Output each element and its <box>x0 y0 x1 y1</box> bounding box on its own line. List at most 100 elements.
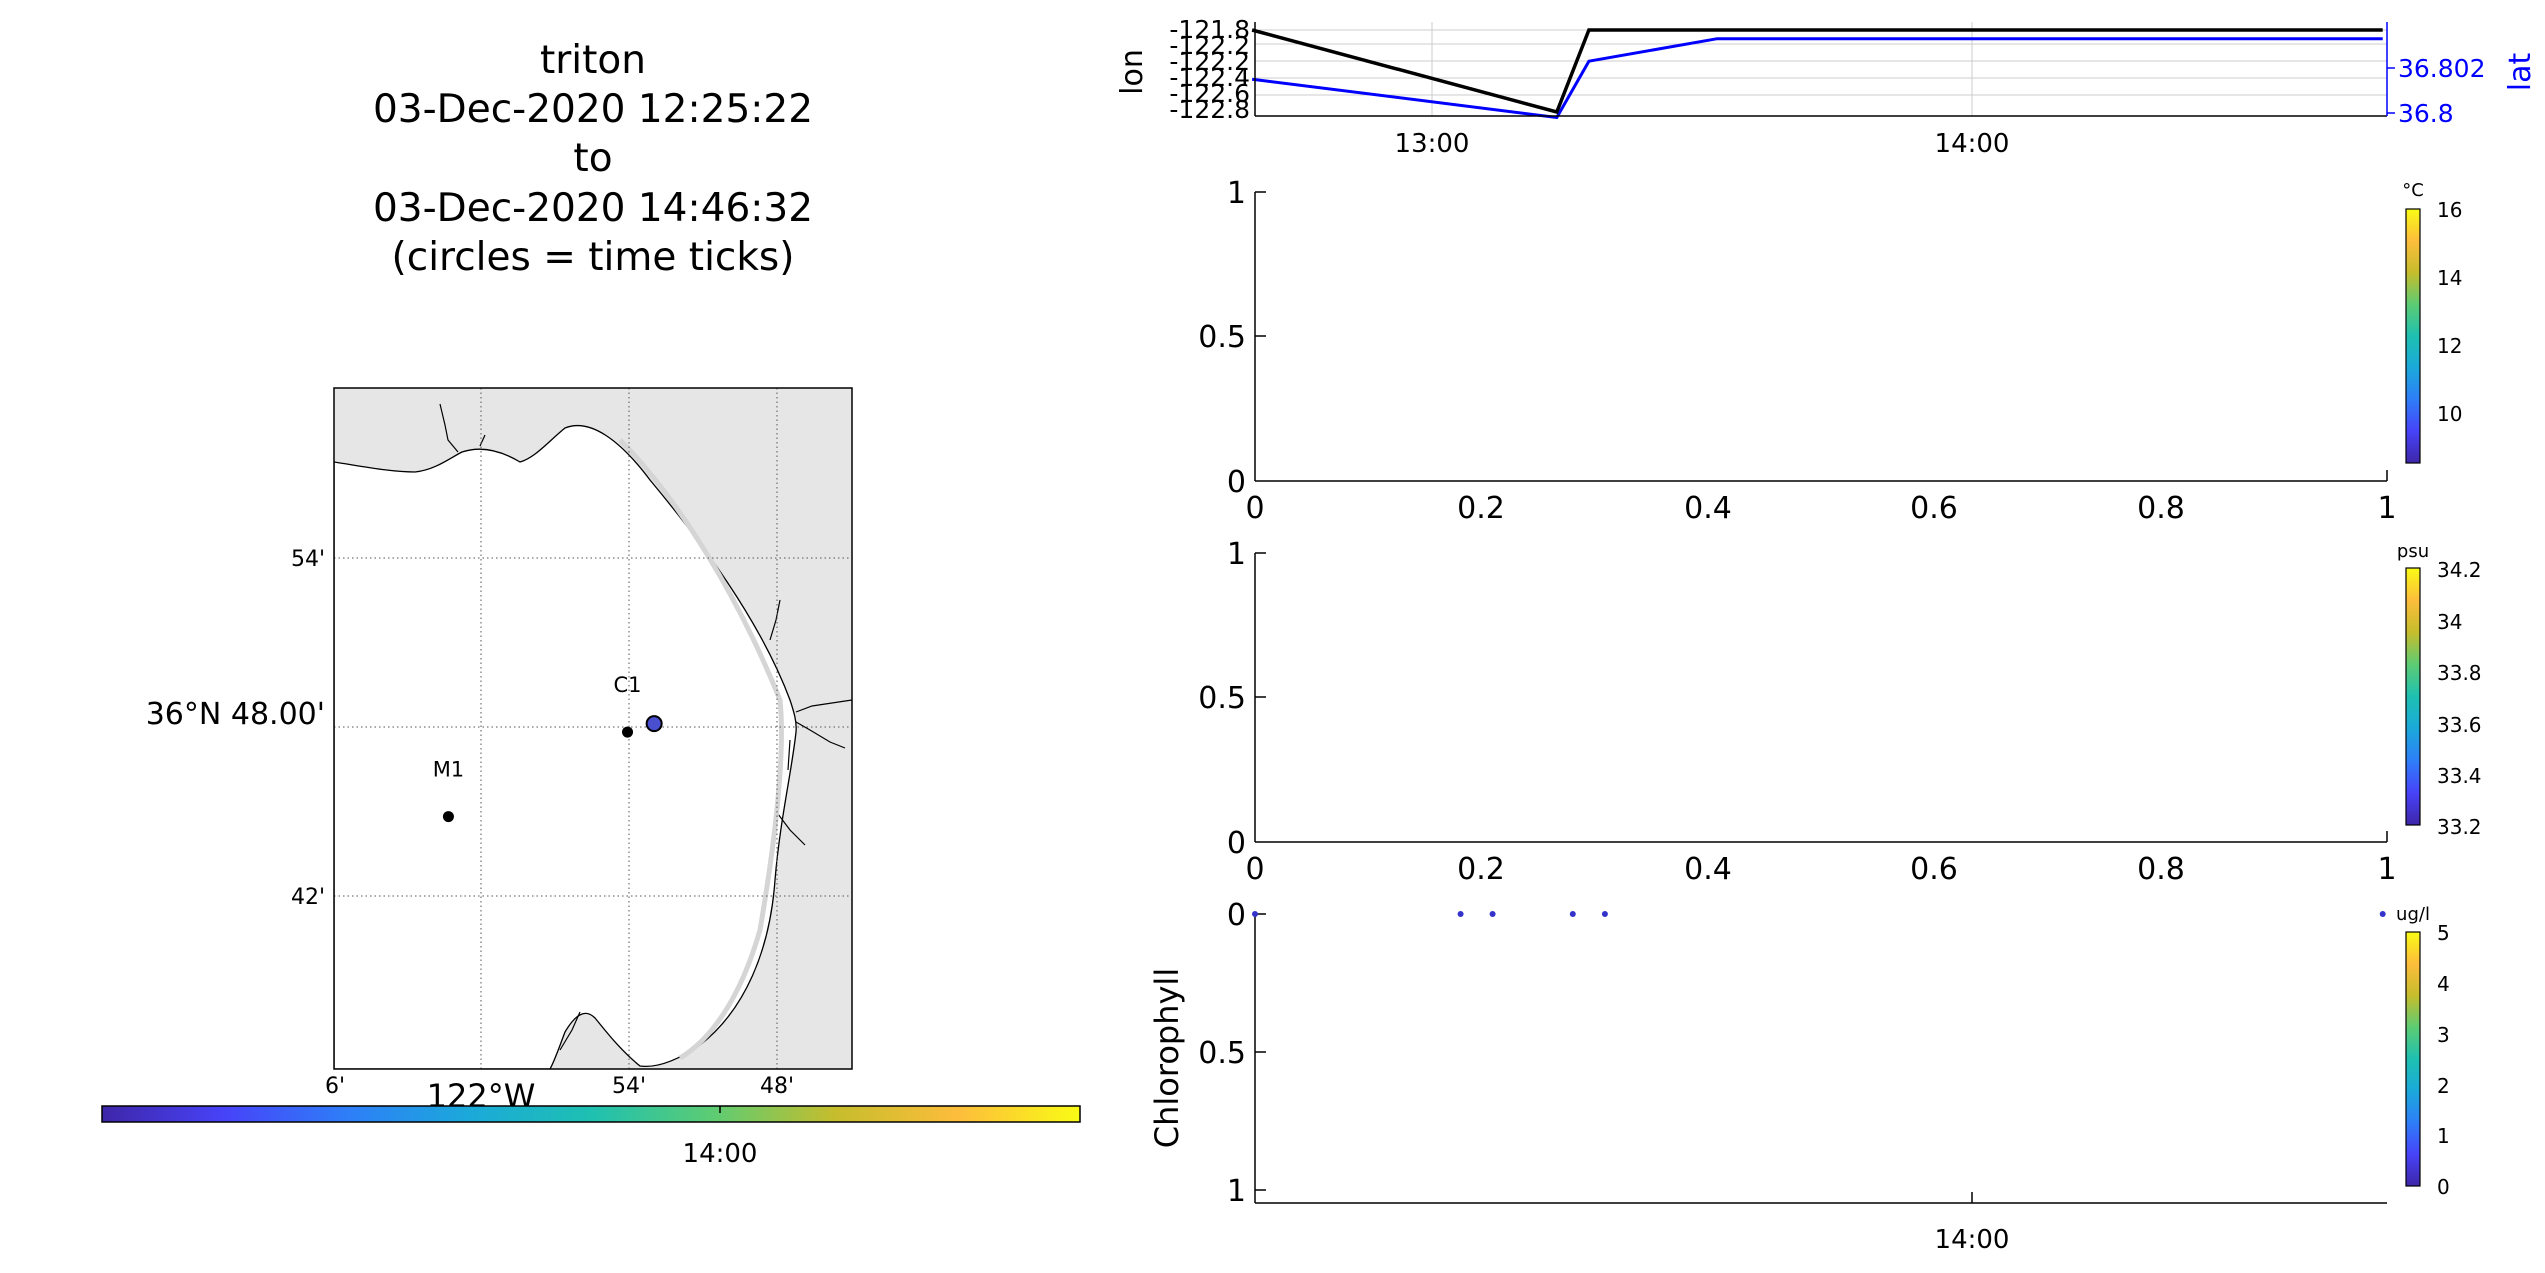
station-marker-m1 <box>442 811 454 823</box>
salinity-xtick-0: 0 <box>1245 852 1264 887</box>
chlorophyll-cbar-tick-2: 2 <box>2437 1074 2450 1098</box>
chlorophyll-colorbar: ug/l 5 4 3 2 1 0 <box>2396 904 2450 1199</box>
chlorophyll-colorbar-gradient <box>2405 931 2421 1187</box>
chlorophyll-points <box>1252 911 2386 917</box>
lon-tick-2: -122.2 <box>1169 31 1250 60</box>
chlorophyll-colorbar-unit: ug/l <box>2396 904 2430 925</box>
lat-tick-2: 36.8 <box>2398 99 2454 128</box>
salinity-cbar-tick-336: 33.6 <box>2437 713 2482 737</box>
chlorophyll-ytick-0: 0 <box>1227 898 1246 933</box>
map-gridlines <box>334 388 852 1069</box>
salinity-xtick-1: 1 <box>2377 852 2396 887</box>
salinity-ytick-05: 0.5 <box>1198 681 1246 716</box>
temperature-ytick-0: 0 <box>1227 465 1246 500</box>
map-time-colorbar: 14:00 <box>101 1105 1081 1169</box>
lon-tick-1: -121.8 <box>1169 15 1250 44</box>
map-lat-tick-42: 42' <box>291 885 325 910</box>
map-panel: 54' 36°N 48.00' 42' 6' 122°W 54' 48' M1C… <box>146 387 853 1115</box>
map-lon-tick-6: 6' <box>325 1074 345 1099</box>
temperature-colorbar-unit: °C <box>2402 180 2424 201</box>
temperature-colorbar-gradient <box>2405 208 2421 464</box>
temperature-cbar-tick-14: 14 <box>2437 266 2462 290</box>
chlorophyll-xtick-1400: 14:00 <box>1935 1225 2010 1255</box>
temperature-xtick-06: 0.6 <box>1910 491 1958 526</box>
station-label-c1: C1 <box>614 673 642 697</box>
salinity-cbar-tick-338: 33.8 <box>2437 661 2482 685</box>
chlorophyll-point-1 <box>1457 911 1464 917</box>
salinity-xtick-04: 0.4 <box>1684 852 1732 887</box>
map-frame <box>333 387 853 1070</box>
map-shelf-shading <box>618 438 784 1061</box>
chlorophyll-axis-label: Chlorophyll <box>1148 968 1186 1148</box>
latitude-line <box>1251 37 2383 120</box>
chlorophyll-point-0 <box>1252 911 1258 917</box>
salinity-colorbar-gradient <box>2405 567 2421 826</box>
lon-axis-label: lon <box>1115 49 1150 95</box>
chlorophyll-point-5 <box>2379 911 2386 917</box>
temperature-xtick-0: 0 <box>1245 491 1264 526</box>
map-lat-tick-48: 36°N 48.00' <box>146 697 325 732</box>
station-label-m1: M1 <box>433 758 464 782</box>
map-coast-detail <box>439 403 852 1051</box>
temperature-panel: 1 0.5 0 0 0.2 0.4 0.6 0.8 1 °C 16 14 12 … <box>1198 176 2462 526</box>
chlorophyll-point-3 <box>1569 911 1576 917</box>
chlorophyll-point-2 <box>1489 911 1496 917</box>
temperature-cbar-tick-10: 10 <box>2437 402 2462 426</box>
chlorophyll-ytick-1: 1 <box>1227 1174 1246 1209</box>
title-line-3: to <box>573 136 613 181</box>
lat-tick-1: 36.802 <box>2398 54 2485 83</box>
lon-tick-6: -122.8 <box>1169 95 1250 124</box>
temperature-xtick-02: 0.2 <box>1457 491 1505 526</box>
salinity-colorbar: psu 34.2 34 33.8 33.6 33.4 33.2 <box>2397 541 2482 839</box>
chlorophyll-cbar-tick-1: 1 <box>2437 1124 2450 1148</box>
map-stations: M1 C1 <box>433 673 663 823</box>
salinity-xtick-08: 0.8 <box>2137 852 2185 887</box>
salinity-colorbar-unit: psu <box>2397 541 2429 562</box>
map-lon-tick-48: 48' <box>760 1074 794 1099</box>
salinity-cbar-tick-34: 34 <box>2437 610 2462 634</box>
map-lon-tick-54: 54' <box>612 1074 646 1099</box>
temperature-ytick-05: 0.5 <box>1198 320 1246 355</box>
chlorophyll-cbar-tick-3: 3 <box>2437 1023 2450 1047</box>
position-x-tick-1400: 14:00 <box>1935 129 2010 159</box>
map-ocean <box>334 424 797 1069</box>
lon-tick-5: -122.6 <box>1169 79 1250 108</box>
glider-position-marker <box>645 715 663 733</box>
title-line-2: 03-Dec-2020 12:25:22 <box>372 87 814 132</box>
position-panel: -121.8 -122.2 -122.2 -122.4 -122.6 -122.… <box>1115 15 2538 159</box>
map-colorbar-label: 14:00 <box>683 1139 758 1169</box>
chlorophyll-ytick-05: 0.5 <box>1198 1036 1246 1071</box>
salinity-cbar-tick-332: 33.2 <box>2437 815 2482 839</box>
map-lat-tick-54: 54' <box>291 547 325 572</box>
map-colorbar-gradient <box>101 1105 1081 1123</box>
longitude-line <box>1251 28 2383 115</box>
title-line-5: (circles = time ticks) <box>391 235 795 280</box>
salinity-xtick-02: 0.2 <box>1457 852 1505 887</box>
chlorophyll-cbar-tick-0: 0 <box>2437 1175 2450 1199</box>
title-line-4: 03-Dec-2020 14:46:32 <box>372 186 814 231</box>
station-marker-c1 <box>622 726 634 738</box>
lon-tick-3: -122.2 <box>1169 47 1250 76</box>
temperature-colorbar: °C 16 14 12 10 <box>2402 180 2462 464</box>
chlorophyll-cbar-tick-4: 4 <box>2437 972 2450 996</box>
title-line-1: triton <box>539 38 647 83</box>
salinity-xtick-06: 0.6 <box>1910 852 1958 887</box>
lon-tick-4: -122.4 <box>1169 63 1250 92</box>
temperature-xtick-04: 0.4 <box>1684 491 1732 526</box>
salinity-cbar-tick-334: 33.4 <box>2437 764 2482 788</box>
temperature-cbar-tick-16: 16 <box>2437 198 2462 222</box>
salinity-ytick-0: 0 <box>1227 826 1246 861</box>
salinity-ytick-1: 1 <box>1227 537 1246 572</box>
temperature-ytick-1: 1 <box>1227 176 1246 211</box>
temperature-xtick-08: 0.8 <box>2137 491 2185 526</box>
salinity-cbar-tick-342: 34.2 <box>2437 558 2482 582</box>
chlorophyll-point-4 <box>1601 911 1608 917</box>
chlorophyll-cbar-tick-5: 5 <box>2437 921 2450 945</box>
salinity-panel: 1 0.5 0 0 0.2 0.4 0.6 0.8 1 psu 34.2 34 … <box>1198 537 2481 887</box>
temperature-xtick-1: 1 <box>2377 491 2396 526</box>
temperature-cbar-tick-12: 12 <box>2437 334 2462 358</box>
chlorophyll-panel: 0 0.5 1 Chlorophyll 14:00 ug/l 5 4 3 2 1… <box>1148 898 2450 1255</box>
lat-axis-label: lat <box>2503 53 2538 92</box>
position-x-tick-1300: 13:00 <box>1395 129 1470 159</box>
